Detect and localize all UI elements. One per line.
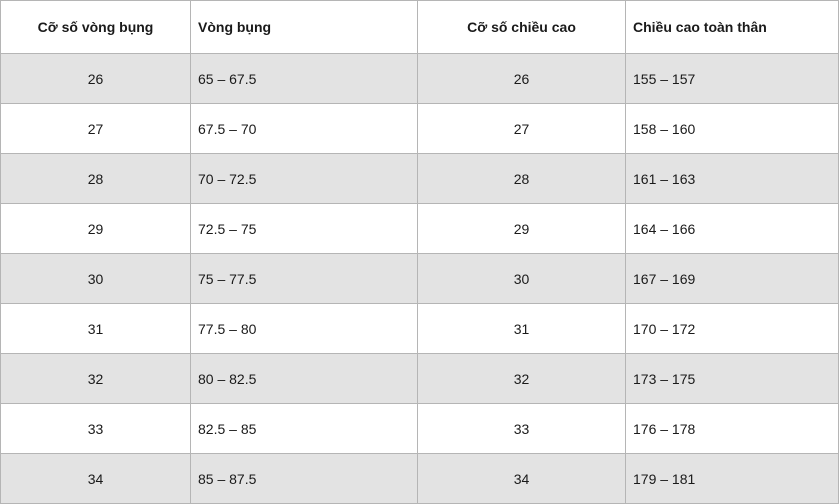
header-height-size: Cỡ số chiều cao	[417, 0, 626, 54]
height-range-cell: 158 – 160	[625, 103, 839, 154]
table-row: 32 80 – 82.5 32 173 – 175	[0, 353, 839, 404]
waist-size-cell: 34	[0, 453, 191, 504]
table-row: 30 75 – 77.5 30 167 – 169	[0, 253, 839, 304]
height-size-cell: 27	[417, 103, 626, 154]
header-row: Cỡ số vòng bụng Vòng bụng Cỡ số chiều ca…	[0, 0, 839, 54]
table-row: 33 82.5 – 85 33 176 – 178	[0, 403, 839, 454]
height-range-cell: 170 – 172	[625, 303, 839, 354]
waist-size-cell: 30	[0, 253, 191, 304]
height-size-cell: 33	[417, 403, 626, 454]
height-size-cell: 34	[417, 453, 626, 504]
waist-size-cell: 28	[0, 153, 191, 204]
height-range-cell: 164 – 166	[625, 203, 839, 254]
table-header: Cỡ số vòng bụng Vòng bụng Cỡ số chiều ca…	[0, 0, 839, 54]
table-row: 31 77.5 – 80 31 170 – 172	[0, 303, 839, 354]
waist-size-cell: 31	[0, 303, 191, 354]
waist-range-cell: 70 – 72.5	[190, 153, 418, 204]
table-row: 34 85 – 87.5 34 179 – 181	[0, 453, 839, 504]
table-body: 26 65 – 67.5 26 155 – 157 27 67.5 – 70 2…	[0, 53, 839, 504]
waist-range-cell: 80 – 82.5	[190, 353, 418, 404]
height-range-cell: 161 – 163	[625, 153, 839, 204]
waist-range-cell: 72.5 – 75	[190, 203, 418, 254]
height-size-cell: 32	[417, 353, 626, 404]
height-size-cell: 29	[417, 203, 626, 254]
waist-range-cell: 75 – 77.5	[190, 253, 418, 304]
height-size-cell: 30	[417, 253, 626, 304]
height-range-cell: 173 – 175	[625, 353, 839, 404]
waist-range-cell: 65 – 67.5	[190, 53, 418, 104]
waist-size-cell: 32	[0, 353, 191, 404]
waist-size-cell: 29	[0, 203, 191, 254]
waist-size-cell: 33	[0, 403, 191, 454]
height-size-cell: 26	[417, 53, 626, 104]
waist-range-cell: 82.5 – 85	[190, 403, 418, 454]
height-range-cell: 155 – 157	[625, 53, 839, 104]
header-height: Chiều cao toàn thân	[625, 0, 839, 54]
height-size-cell: 28	[417, 153, 626, 204]
waist-size-cell: 27	[0, 103, 191, 154]
height-range-cell: 179 – 181	[625, 453, 839, 504]
height-range-cell: 176 – 178	[625, 403, 839, 454]
waist-size-cell: 26	[0, 53, 191, 104]
table-row: 26 65 – 67.5 26 155 – 157	[0, 53, 839, 104]
header-waist-size: Cỡ số vòng bụng	[0, 0, 191, 54]
waist-range-cell: 67.5 – 70	[190, 103, 418, 154]
height-size-cell: 31	[417, 303, 626, 354]
table-row: 28 70 – 72.5 28 161 – 163	[0, 153, 839, 204]
height-range-cell: 167 – 169	[625, 253, 839, 304]
waist-range-cell: 77.5 – 80	[190, 303, 418, 354]
table-row: 29 72.5 – 75 29 164 – 166	[0, 203, 839, 254]
header-waist: Vòng bụng	[190, 0, 418, 54]
table-row: 27 67.5 – 70 27 158 – 160	[0, 103, 839, 154]
waist-range-cell: 85 – 87.5	[190, 453, 418, 504]
